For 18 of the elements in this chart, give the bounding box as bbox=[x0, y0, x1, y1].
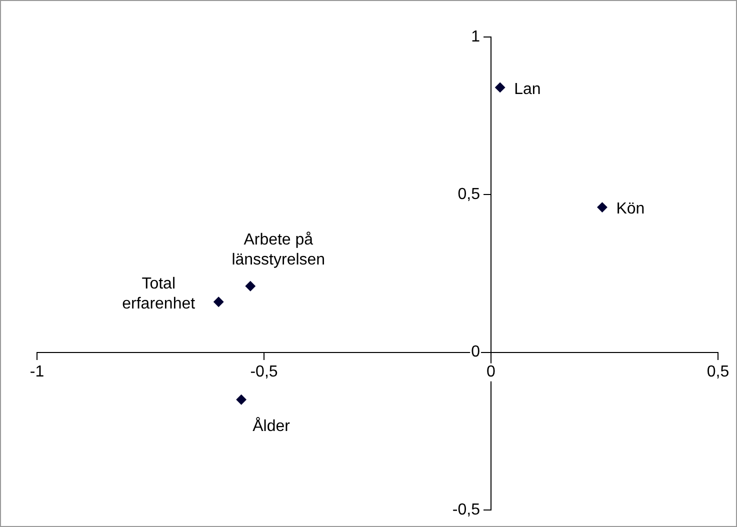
point bbox=[597, 202, 608, 212]
x-tick-label: -1 bbox=[30, 364, 44, 381]
annotation: Total erfarenhet bbox=[122, 275, 196, 312]
x-tick-label: -0,5 bbox=[250, 364, 278, 381]
annotation: Kön bbox=[616, 200, 645, 218]
y-tick-label: 0 bbox=[471, 344, 480, 361]
annotation: Lan bbox=[514, 80, 541, 98]
y-tick-label: 0,5 bbox=[458, 186, 480, 204]
y-tick-label: -0,5 bbox=[452, 501, 480, 518]
y-tick-label: 1 bbox=[471, 28, 480, 46]
point bbox=[236, 394, 246, 405]
annotation: Ålder bbox=[252, 417, 291, 436]
point bbox=[495, 82, 506, 92]
point bbox=[214, 296, 224, 307]
point bbox=[245, 281, 256, 292]
x-tick-label: 0,5 bbox=[706, 364, 730, 381]
annotation: Arbete på länsstyrelsen bbox=[232, 232, 326, 269]
x-tick-label: 0 bbox=[486, 364, 496, 381]
